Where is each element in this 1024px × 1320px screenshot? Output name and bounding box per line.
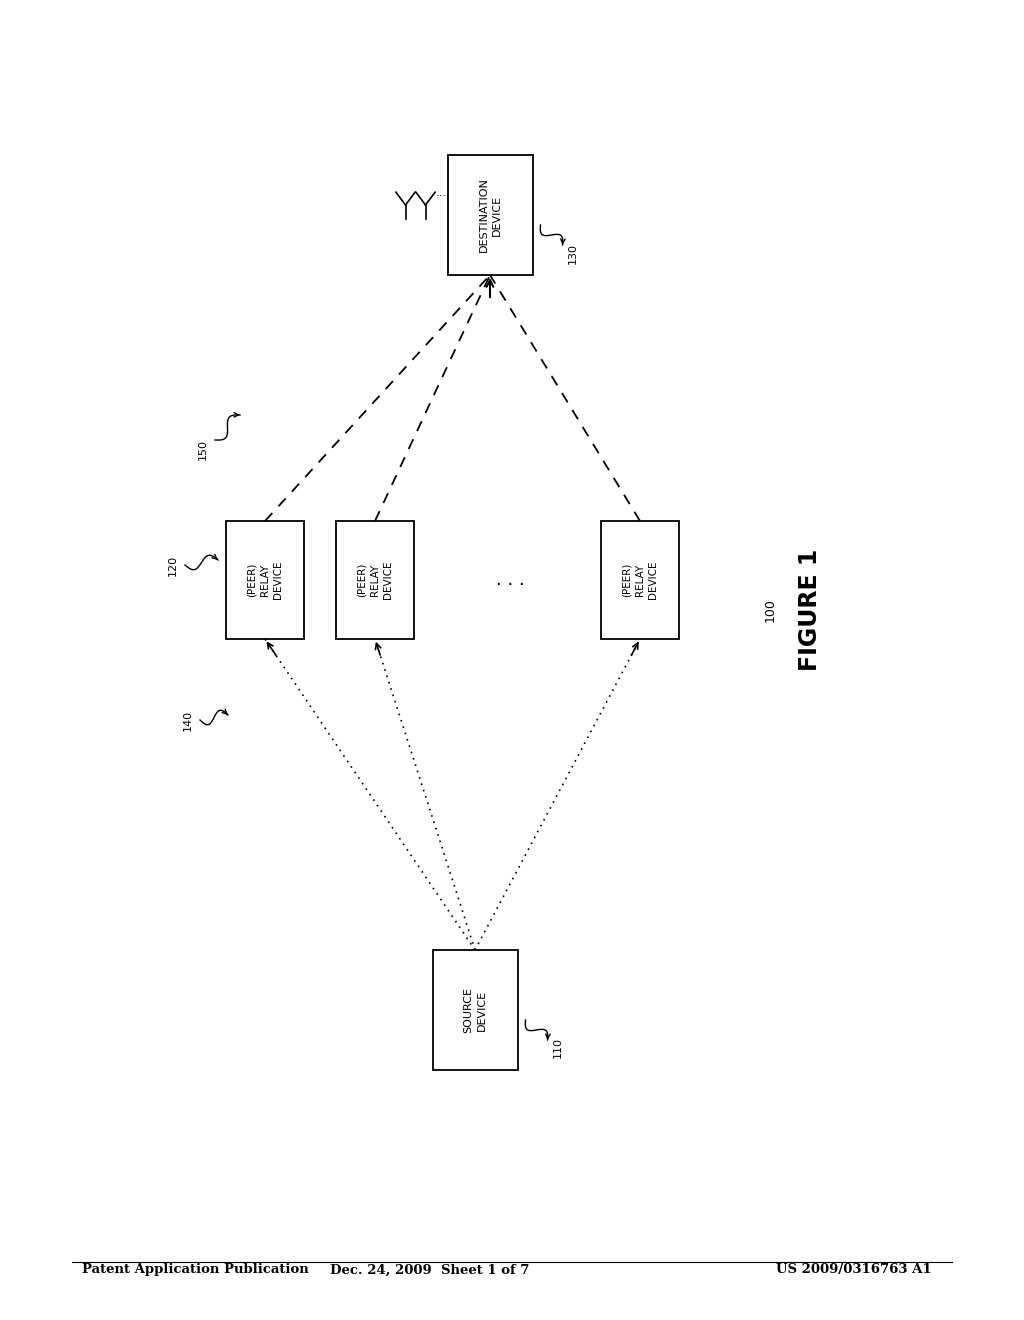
Text: US 2009/0316763 A1: US 2009/0316763 A1 (776, 1263, 932, 1276)
Text: ...: ... (436, 187, 446, 198)
FancyBboxPatch shape (601, 521, 679, 639)
Text: Dec. 24, 2009  Sheet 1 of 7: Dec. 24, 2009 Sheet 1 of 7 (331, 1263, 529, 1276)
Text: SOURCE
DEVICE: SOURCE DEVICE (464, 987, 486, 1034)
Text: 140: 140 (183, 709, 193, 730)
FancyBboxPatch shape (447, 154, 532, 275)
Text: (PEER)
RELAY
DEVICE: (PEER) RELAY DEVICE (247, 561, 284, 599)
Text: 150: 150 (198, 440, 208, 461)
Text: (PEER)
RELAY
DEVICE: (PEER) RELAY DEVICE (622, 561, 658, 599)
Text: 130: 130 (567, 243, 578, 264)
Text: FIGURE 1: FIGURE 1 (798, 549, 822, 671)
Text: 100: 100 (764, 598, 776, 622)
Text: . . .: . . . (496, 572, 524, 589)
Text: DESTINATION
DEVICE: DESTINATION DEVICE (478, 178, 502, 252)
FancyBboxPatch shape (226, 521, 304, 639)
FancyBboxPatch shape (432, 950, 517, 1071)
Text: 110: 110 (553, 1038, 562, 1059)
Text: Patent Application Publication: Patent Application Publication (82, 1263, 308, 1276)
FancyBboxPatch shape (336, 521, 414, 639)
Text: 120: 120 (168, 554, 178, 576)
Text: (PEER)
RELAY
DEVICE: (PEER) RELAY DEVICE (356, 561, 393, 599)
